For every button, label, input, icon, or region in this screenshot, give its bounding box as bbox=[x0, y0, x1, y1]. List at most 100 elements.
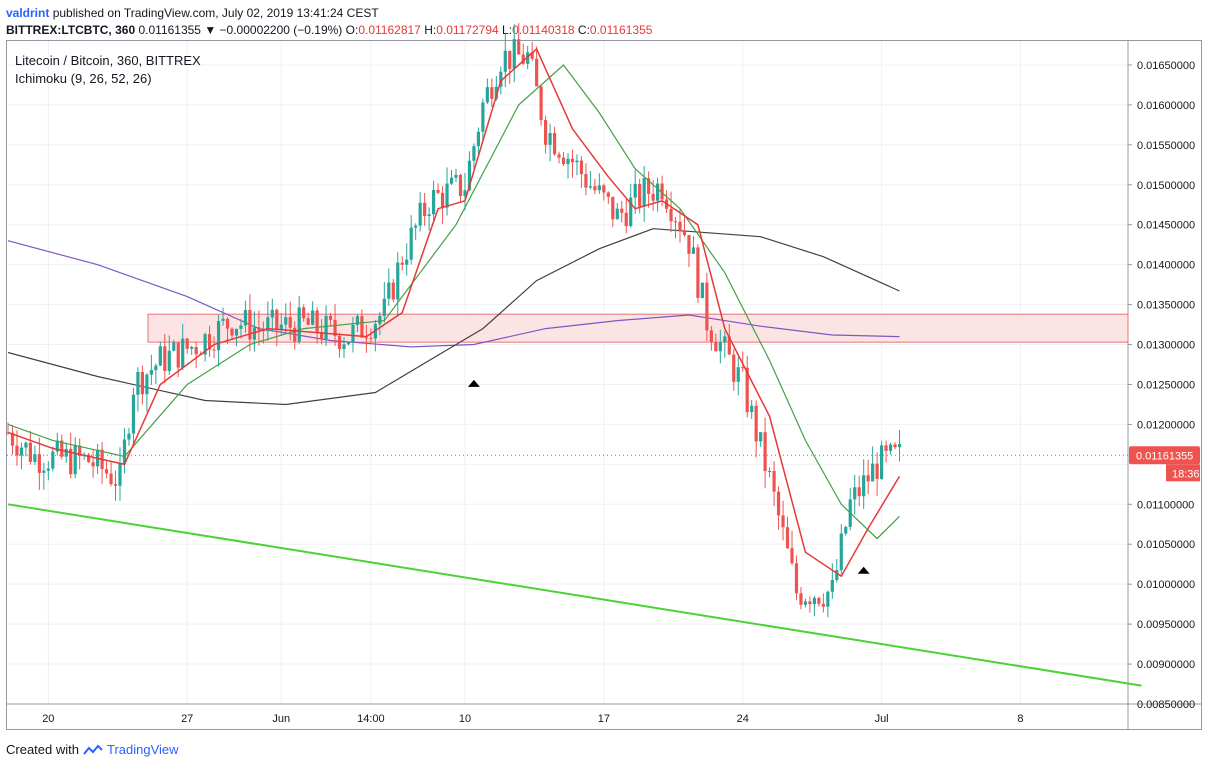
candle-body bbox=[875, 463, 879, 479]
candle-body bbox=[490, 87, 494, 99]
candle-body bbox=[799, 593, 803, 605]
candle-body bbox=[42, 470, 46, 473]
candle-body bbox=[526, 52, 530, 64]
candle-body bbox=[687, 235, 691, 254]
candle-body bbox=[181, 338, 185, 368]
chart-panel[interactable] bbox=[6, 40, 1202, 730]
candle-body bbox=[880, 445, 884, 479]
candle-body bbox=[360, 316, 364, 338]
candle-body bbox=[808, 601, 812, 605]
candle-body bbox=[566, 158, 570, 165]
price-tick-label: 0.01350000 bbox=[1137, 300, 1195, 312]
candle-body bbox=[346, 342, 351, 345]
candle-body bbox=[297, 307, 301, 342]
candle-body bbox=[521, 54, 525, 64]
candle-body bbox=[324, 315, 328, 339]
candle-body bbox=[660, 183, 664, 200]
candle-body bbox=[78, 445, 82, 457]
candle-body bbox=[888, 444, 893, 451]
candle-body bbox=[745, 367, 749, 413]
candle-body bbox=[508, 50, 512, 69]
candle-body bbox=[46, 468, 50, 471]
candle-body bbox=[736, 367, 740, 382]
tradingview-logo-icon bbox=[83, 744, 103, 755]
candle-body bbox=[60, 440, 64, 457]
last-price: 0.01161355 bbox=[138, 23, 201, 37]
time-tick-label: 14:00 bbox=[357, 713, 385, 725]
time-tick-label: 24 bbox=[737, 713, 749, 725]
candle-body bbox=[530, 52, 534, 59]
candle-body bbox=[91, 462, 95, 467]
candle-body bbox=[163, 346, 167, 371]
candle-body bbox=[512, 39, 516, 69]
time-tick-label: Jul bbox=[875, 713, 889, 725]
price-change: ▼ −0.00002200 (−0.19%) bbox=[204, 23, 343, 37]
candle-body bbox=[449, 177, 454, 184]
candle-body bbox=[414, 225, 418, 228]
candle-body bbox=[539, 86, 543, 121]
candle-body bbox=[172, 342, 176, 351]
candle-body bbox=[28, 442, 32, 462]
time-tick-label: 27 bbox=[181, 713, 193, 725]
candle-body bbox=[400, 262, 404, 265]
candle-body bbox=[418, 202, 422, 226]
candle-body bbox=[382, 298, 386, 316]
candle-body bbox=[342, 344, 346, 350]
candle-body bbox=[284, 317, 288, 325]
price-tick-label: 0.01300000 bbox=[1137, 340, 1195, 352]
candle-body bbox=[239, 325, 243, 329]
price-tick-label: 0.01100000 bbox=[1137, 499, 1194, 511]
candle-body bbox=[629, 197, 633, 227]
candle-body bbox=[427, 214, 431, 216]
candle-body bbox=[705, 282, 709, 331]
candle-body bbox=[682, 231, 687, 236]
time-tick-label: 10 bbox=[459, 713, 471, 725]
candle-body bbox=[759, 432, 763, 442]
candle-body bbox=[288, 317, 292, 328]
candle-body bbox=[104, 469, 109, 474]
candle-body bbox=[768, 470, 772, 472]
footer: Created with TradingView bbox=[6, 742, 179, 757]
candle-body bbox=[696, 247, 700, 298]
candle-body bbox=[794, 563, 799, 594]
candle-body bbox=[109, 473, 113, 485]
candle-body bbox=[467, 160, 472, 191]
candle-body bbox=[557, 154, 561, 158]
published-text: published on TradingView.com, July 02, 2… bbox=[52, 6, 379, 20]
base-line bbox=[7, 64, 900, 540]
candle-body bbox=[727, 336, 731, 355]
candle-body bbox=[871, 463, 875, 482]
last-price-label-bg bbox=[1129, 446, 1200, 465]
support-trendline bbox=[7, 503, 1142, 687]
candle-body bbox=[812, 597, 816, 605]
indicator-legend[interactable]: Ichimoku (9, 26, 52, 26) bbox=[15, 71, 152, 86]
author-name[interactable]: valdrint bbox=[6, 6, 50, 20]
candle-body bbox=[387, 282, 391, 299]
time-tick-label: 17 bbox=[598, 713, 610, 725]
time-tick-label: Jun bbox=[272, 713, 290, 725]
candle-body bbox=[548, 133, 552, 145]
candle-body bbox=[351, 324, 355, 343]
candle-body bbox=[234, 328, 239, 336]
tradingview-brand[interactable]: TradingView bbox=[106, 742, 179, 757]
price-tick-label: 0.01500000 bbox=[1137, 180, 1195, 192]
published-line: valdrint published on TradingView.com, J… bbox=[6, 6, 379, 20]
candle-body bbox=[51, 451, 55, 469]
price-tick-label: 0.01600000 bbox=[1137, 100, 1195, 112]
candle-body bbox=[337, 335, 342, 350]
candle-body bbox=[302, 307, 306, 319]
created-with-text: Created with bbox=[6, 742, 79, 757]
candle-body bbox=[593, 186, 597, 191]
chart-title: Litecoin / Bitcoin, 360, BITTREX bbox=[15, 53, 201, 68]
price-tick-label: 0.00850000 bbox=[1137, 699, 1195, 711]
candle-body bbox=[243, 309, 248, 326]
candle-body bbox=[862, 475, 866, 497]
candle-body bbox=[839, 533, 843, 571]
candle-body bbox=[638, 184, 642, 207]
signal-marker-icon bbox=[857, 566, 870, 574]
leading-span-b-line bbox=[7, 240, 900, 348]
candle-body bbox=[149, 370, 153, 375]
candle-body bbox=[579, 160, 584, 175]
candle-body bbox=[817, 597, 821, 604]
